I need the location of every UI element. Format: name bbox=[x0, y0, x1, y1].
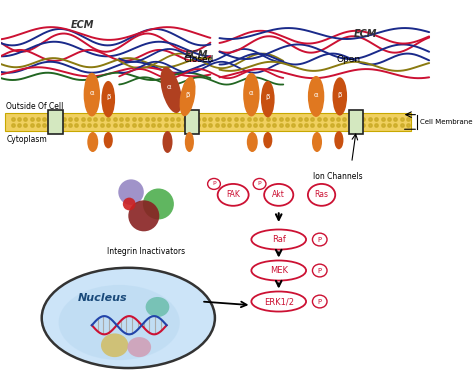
Ellipse shape bbox=[332, 77, 347, 116]
Text: ECM: ECM bbox=[185, 50, 209, 60]
Ellipse shape bbox=[251, 260, 306, 281]
Ellipse shape bbox=[83, 73, 100, 116]
Ellipse shape bbox=[185, 132, 194, 152]
Text: α: α bbox=[167, 84, 172, 90]
Ellipse shape bbox=[208, 178, 220, 189]
Text: Cytoplasm: Cytoplasm bbox=[6, 135, 47, 144]
Ellipse shape bbox=[160, 67, 182, 113]
Text: P: P bbox=[318, 267, 322, 274]
Bar bbox=[48, 110, 63, 134]
Text: α: α bbox=[90, 90, 94, 96]
Ellipse shape bbox=[253, 178, 266, 189]
Ellipse shape bbox=[101, 81, 115, 117]
Ellipse shape bbox=[123, 198, 136, 211]
Ellipse shape bbox=[128, 337, 151, 357]
Text: Nucleus: Nucleus bbox=[78, 293, 128, 303]
Ellipse shape bbox=[312, 295, 327, 308]
Text: β: β bbox=[337, 92, 342, 98]
Ellipse shape bbox=[263, 132, 273, 148]
Text: FAK: FAK bbox=[226, 190, 240, 199]
Text: P: P bbox=[318, 236, 322, 243]
Text: Ras: Ras bbox=[315, 190, 328, 199]
Text: P: P bbox=[212, 182, 216, 187]
Ellipse shape bbox=[163, 131, 173, 153]
Bar bbox=[185, 110, 200, 134]
Text: ECM: ECM bbox=[354, 29, 377, 39]
Text: Akt: Akt bbox=[272, 190, 285, 199]
Ellipse shape bbox=[261, 81, 274, 117]
Text: β: β bbox=[265, 94, 270, 100]
Bar bbox=[5, 113, 411, 131]
Text: Open: Open bbox=[336, 55, 360, 65]
Ellipse shape bbox=[308, 76, 324, 117]
Text: P: P bbox=[258, 182, 261, 187]
Ellipse shape bbox=[59, 285, 180, 360]
Ellipse shape bbox=[146, 297, 169, 317]
Text: β: β bbox=[106, 94, 110, 100]
Text: ERK1/2: ERK1/2 bbox=[264, 297, 294, 306]
Text: ECM: ECM bbox=[71, 20, 94, 30]
Ellipse shape bbox=[334, 131, 344, 149]
Text: P: P bbox=[318, 298, 322, 305]
Ellipse shape bbox=[180, 77, 196, 116]
Text: Ion Channels: Ion Channels bbox=[313, 172, 363, 181]
Text: β: β bbox=[185, 92, 190, 98]
Ellipse shape bbox=[243, 73, 260, 116]
Text: α: α bbox=[314, 92, 319, 98]
Text: α: α bbox=[249, 90, 254, 96]
Ellipse shape bbox=[42, 268, 215, 368]
Text: Integrin Inactivators: Integrin Inactivators bbox=[108, 247, 186, 256]
Text: MEK: MEK bbox=[270, 266, 288, 275]
Bar bbox=[349, 110, 364, 134]
Ellipse shape bbox=[308, 184, 335, 206]
Ellipse shape bbox=[264, 184, 293, 206]
Text: Cell Membrane: Cell Membrane bbox=[420, 119, 473, 125]
Text: Raf: Raf bbox=[272, 235, 286, 244]
Ellipse shape bbox=[312, 264, 327, 277]
Ellipse shape bbox=[312, 233, 327, 246]
Ellipse shape bbox=[143, 188, 174, 219]
Ellipse shape bbox=[247, 132, 258, 152]
Ellipse shape bbox=[218, 184, 249, 206]
Text: Closed: Closed bbox=[183, 55, 213, 65]
Ellipse shape bbox=[251, 291, 306, 312]
Ellipse shape bbox=[128, 200, 159, 231]
Ellipse shape bbox=[312, 132, 322, 152]
Ellipse shape bbox=[101, 334, 128, 357]
Ellipse shape bbox=[87, 132, 98, 152]
Text: Outside Of Cell: Outside Of Cell bbox=[6, 102, 64, 111]
Ellipse shape bbox=[251, 229, 306, 250]
Ellipse shape bbox=[104, 132, 113, 148]
Ellipse shape bbox=[118, 179, 144, 205]
